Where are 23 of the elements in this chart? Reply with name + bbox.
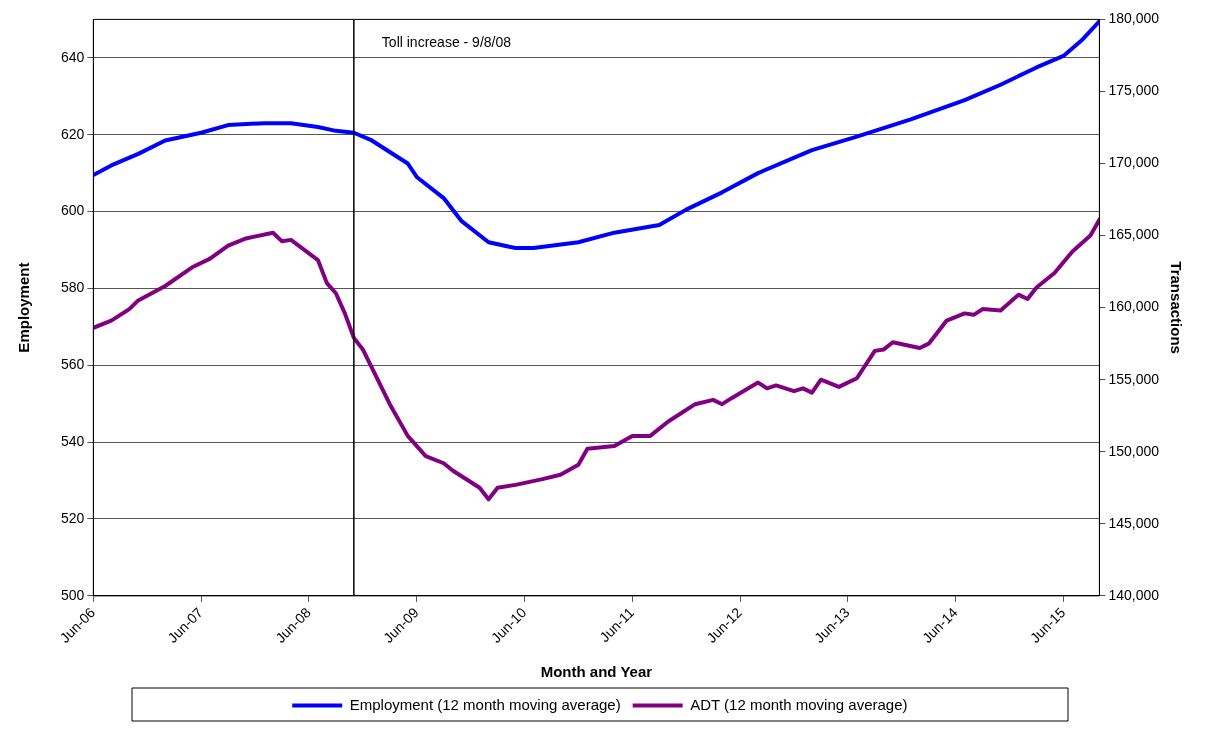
- x-axis-title: Month and Year: [540, 663, 653, 681]
- y-tick-label: 600: [61, 202, 85, 219]
- y-tick-label: 500: [61, 586, 85, 603]
- legend-label: Employment (12 month moving average): [349, 695, 621, 713]
- y2-tick-label: 155,000: [1108, 370, 1160, 387]
- y-axis-title: Employment: [15, 262, 33, 353]
- y2-tick-label: 140,000: [1108, 586, 1160, 603]
- y-tick-label: 580: [61, 279, 85, 296]
- y2-tick-label: 175,000: [1108, 82, 1160, 99]
- y2-tick-label: 165,000: [1108, 226, 1160, 243]
- ref-line-label: Toll increase - 9/8/08: [381, 34, 512, 51]
- y2-axis-title: Transactions: [1167, 261, 1185, 354]
- y2-tick-label: 170,000: [1108, 154, 1160, 171]
- y2-tick-label: 160,000: [1108, 298, 1160, 315]
- y-tick-label: 560: [61, 356, 85, 373]
- y-tick-label: 620: [61, 125, 85, 142]
- y-tick-label: 640: [61, 48, 85, 65]
- y2-tick-label: 180,000: [1108, 10, 1160, 27]
- legend-label: ADT (12 month moving average): [690, 695, 908, 713]
- y2-tick-label: 150,000: [1108, 442, 1160, 459]
- y2-tick-label: 145,000: [1108, 514, 1160, 531]
- y-tick-label: 520: [61, 509, 85, 526]
- y-tick-label: 540: [61, 432, 85, 449]
